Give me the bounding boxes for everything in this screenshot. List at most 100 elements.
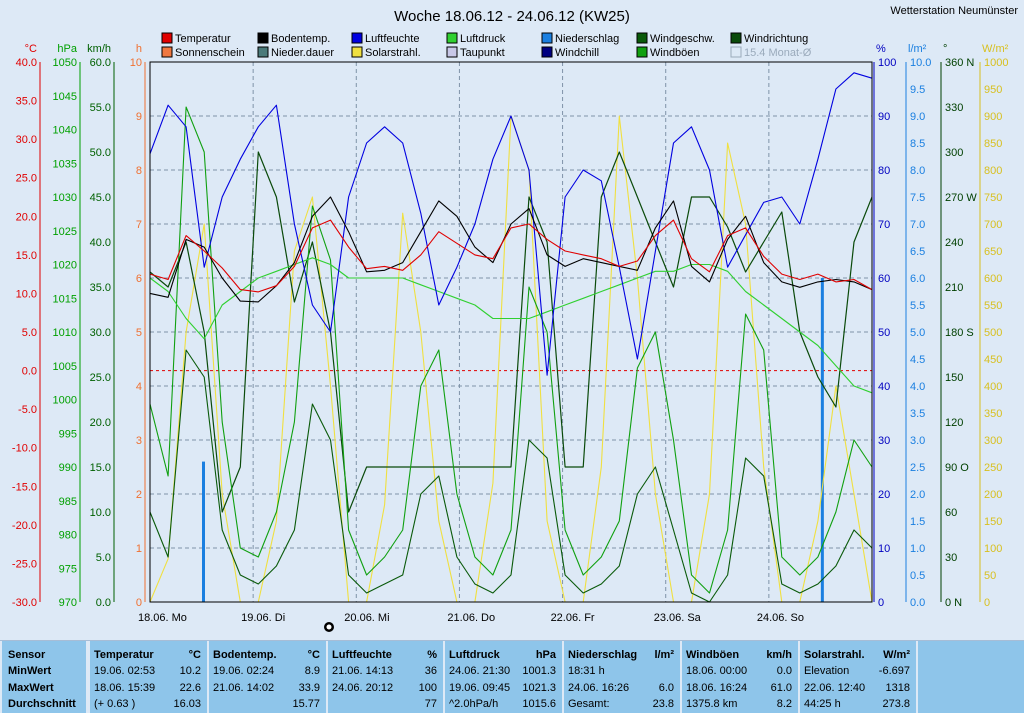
stat-label: Solarstrahl. <box>804 649 865 661</box>
axis-tick-right: 9.0 <box>910 111 925 123</box>
stat-label: 18.06. 15:39 <box>94 682 156 694</box>
legend-swatch <box>730 46 742 58</box>
axis-tick-right: 120 <box>945 417 963 429</box>
axis-tick-right: 550 <box>984 300 1002 312</box>
axis-tick-left: -30.0 <box>12 597 37 609</box>
stat-value: 33.9 <box>298 682 320 694</box>
axis-tick-left: 1015 <box>53 293 77 305</box>
legend-swatch <box>351 46 363 58</box>
axis-tick-right: 9.5 <box>910 84 925 96</box>
chart-title: Woche 18.06.12 - 24.06.12 (KW25) <box>394 8 630 25</box>
stat-value: 36 <box>424 665 437 677</box>
plot-border <box>149 61 873 603</box>
axis-tick-right: 8.5 <box>910 138 925 150</box>
stat-value: -6.697 <box>878 665 910 677</box>
axis-unit-right: % <box>876 43 886 55</box>
stat-label: Temperatur <box>94 649 154 661</box>
axis-tick-right: 50 <box>984 570 996 582</box>
axis-tick-left: 1010 <box>53 327 77 339</box>
stat-label: Luftfeuchte <box>332 649 392 661</box>
axis-tick-left: 6 <box>136 273 142 285</box>
axis-tick-right: 7.0 <box>910 219 925 231</box>
axis-tick-right: 50 <box>878 327 890 339</box>
axis-tick-right: 350 <box>984 408 1002 420</box>
legend: Temperatur Sonnenschein Bodentemp. Nieder.d… <box>161 32 812 59</box>
axis-tick-right: 700 <box>984 219 1002 231</box>
axis-tick-left: 7 <box>136 219 142 231</box>
stat-label: 1375.8 km <box>686 698 738 710</box>
stat-column: Solarstrahl. W/m² Elevation -6.697 22.06. 12… <box>798 641 916 713</box>
axis-tick-right: 330 <box>945 102 963 114</box>
series-luftdruck <box>149 257 873 394</box>
axis-tick-right: 1.0 <box>910 543 925 555</box>
scroll-marker[interactable] <box>324 622 334 632</box>
stat-column: Temperatur °C 19.06. 02:53 10.2 18.06. 15:39… <box>88 641 207 713</box>
legend-swatch <box>541 32 553 44</box>
axis-tick-right: 80 <box>878 165 890 177</box>
axis-tick-right: 70 <box>878 219 890 231</box>
legend-swatch <box>257 46 269 58</box>
axis-tick-left: 40.0 <box>16 57 37 69</box>
axis-tick-left: 975 <box>59 563 77 575</box>
x-tick-label: 18.06. Mo <box>138 612 187 624</box>
axis-tick-left: 1005 <box>53 361 77 373</box>
stat-label: Gesamt: <box>568 698 610 710</box>
axis-tick-right: 7.5 <box>910 192 925 204</box>
stat-label: ^2.0hPa/h <box>449 698 499 710</box>
x-tick-label: 20.06. Mi <box>344 612 389 624</box>
x-tick-label: 19.06. Di <box>241 612 285 624</box>
legend-label: Nieder.dauer <box>271 47 334 59</box>
legend-swatch <box>351 32 363 44</box>
stat-value: 1001.3 <box>522 665 556 677</box>
legend-label: Bodentemp. <box>271 33 330 45</box>
stat-column: Windböen km/h 18.06. 00:00 0.0 18.06. 16:24 6… <box>680 641 798 713</box>
axis-tick-right: 0 <box>984 597 990 609</box>
axis-tick-left: 20.0 <box>90 417 111 429</box>
stat-column: Luftfeuchte% 21.06. 14:13 36 24.06. 20:12 10… <box>326 641 443 713</box>
legend-label: Sonnenschein <box>175 47 245 59</box>
legend-label: Luftdruck <box>460 33 506 45</box>
axis-unit-right: ° <box>943 43 947 55</box>
stat-label: 24.06. 20:12 <box>332 682 394 694</box>
axis-tick-right: 20 <box>878 489 890 501</box>
stat-value: 10.2 <box>179 665 201 677</box>
axis-tick-right: 500 <box>984 327 1002 339</box>
stat-value: km/h <box>766 649 792 661</box>
stat-label: 44:25 h <box>804 698 841 710</box>
stat-value: 8.9 <box>304 665 320 677</box>
axis-tick-left: 25.0 <box>16 173 37 185</box>
legend-swatch <box>730 32 742 44</box>
axis-tick-right: 800 <box>984 165 1002 177</box>
axis-tick-right: 3.5 <box>910 408 925 420</box>
stat-value: 6.0 <box>658 682 674 694</box>
axis-tick-left: 1000 <box>53 395 77 407</box>
axis-tick-right: 0.0 <box>910 597 925 609</box>
stat-column: Niederschlag l/m² 18:31 h 24.06. 16:26 6.0 Ge… <box>562 641 680 713</box>
axis-tick-right: 850 <box>984 138 1002 150</box>
axis-tick-right: 210 <box>945 282 963 294</box>
stat-value: 1021.3 <box>522 682 556 694</box>
axis-tick-left: 20.0 <box>16 211 37 223</box>
axis-tick-left: 0.0 <box>96 597 111 609</box>
axis-tick-left: 40.0 <box>90 237 111 249</box>
axis-tick-left: 10.0 <box>90 507 111 519</box>
axis-tick-left: 50.0 <box>90 147 111 159</box>
rain-bar <box>820 278 824 602</box>
station-name: Wetterstation Neumünster <box>890 5 1018 17</box>
axis-tick-right: 100 <box>878 57 896 69</box>
series-windben <box>149 106 873 594</box>
legend-swatch <box>541 46 553 58</box>
stat-value: hPa <box>535 649 556 661</box>
axis-tick-right: 90 <box>878 111 890 123</box>
stat-value: l/m² <box>654 649 674 661</box>
stat-label: 21.06. 14:13 <box>332 665 394 677</box>
axis-tick-left: -15.0 <box>12 481 37 493</box>
axis-tick-left: 1035 <box>53 158 77 170</box>
axis-unit-left: °C <box>25 43 37 55</box>
axis-tick-left: 30.0 <box>90 327 111 339</box>
legend-swatch <box>446 32 458 44</box>
axis-tick-right: 150 <box>984 516 1002 528</box>
axis-tick-right: 2.0 <box>910 489 925 501</box>
axis-tick-right: 60 <box>945 507 957 519</box>
legend-label: Solarstrahl. <box>365 47 421 59</box>
